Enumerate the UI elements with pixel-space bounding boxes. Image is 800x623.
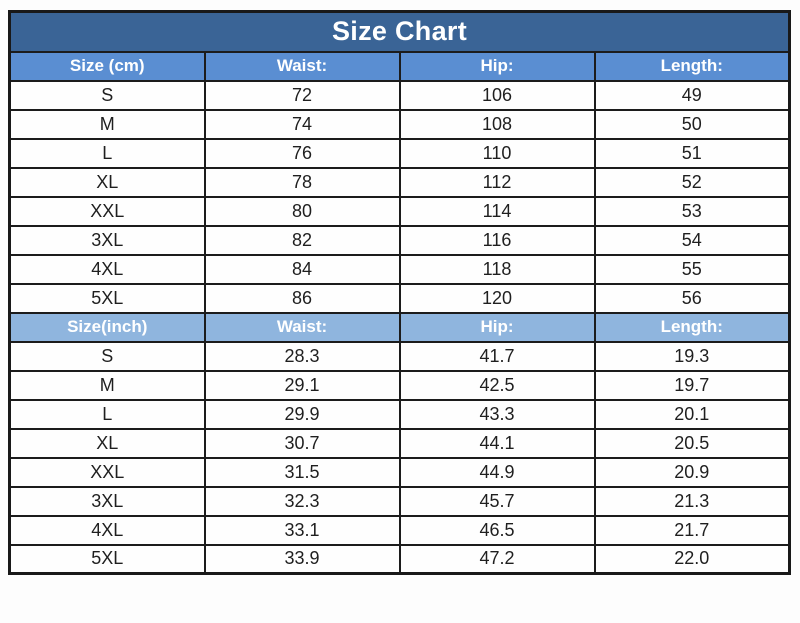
table-row: XXL 31.5 44.9 20.9: [8, 456, 791, 488]
cell-size: S: [8, 79, 206, 111]
cell-waist: 76: [203, 137, 401, 169]
cell-hip: 112: [398, 166, 596, 198]
cell-waist: 29.9: [203, 398, 401, 430]
cell-length: 50: [593, 108, 791, 140]
cell-length: 49: [593, 79, 791, 111]
table-row: 3XL 32.3 45.7 21.3: [8, 485, 791, 517]
cell-size: XL: [8, 166, 206, 198]
cell-length: 20.1: [593, 398, 791, 430]
cell-waist: 86: [203, 282, 401, 314]
cell-hip: 108: [398, 108, 596, 140]
size-chart-table: Size Chart Size (cm) Waist: Hip: Length: S 72…: [8, 10, 791, 575]
header-cell-length: Length:: [593, 50, 791, 82]
header-cell-length: Length:: [593, 311, 791, 343]
table-row: 4XL 33.1 46.5 21.7: [8, 514, 791, 546]
cell-waist: 31.5: [203, 456, 401, 488]
cell-size: 3XL: [8, 485, 206, 517]
cell-size: L: [8, 398, 206, 430]
cell-waist: 28.3: [203, 340, 401, 372]
cell-waist: 78: [203, 166, 401, 198]
cell-hip: 46.5: [398, 514, 596, 546]
table-row: 5XL 33.9 47.2 22.0: [8, 543, 791, 575]
table-row: M 74 108 50: [8, 108, 791, 140]
cell-length: 19.3: [593, 340, 791, 372]
cell-length: 53: [593, 195, 791, 227]
table-row: XL 30.7 44.1 20.5: [8, 427, 791, 459]
header-cell-hip: Hip:: [398, 311, 596, 343]
header-cell-size: Size(inch): [8, 311, 206, 343]
table-row: 3XL 82 116 54: [8, 224, 791, 256]
cell-length: 22.0: [593, 543, 791, 575]
cell-length: 54: [593, 224, 791, 256]
header-cell-hip: Hip:: [398, 50, 596, 82]
cell-size: 5XL: [8, 543, 206, 575]
cell-length: 20.9: [593, 456, 791, 488]
cell-size: L: [8, 137, 206, 169]
cell-waist: 82: [203, 224, 401, 256]
cell-hip: 43.3: [398, 398, 596, 430]
cell-length: 55: [593, 253, 791, 285]
cell-length: 20.5: [593, 427, 791, 459]
chart-title: Size Chart: [8, 10, 791, 53]
cell-length: 51: [593, 137, 791, 169]
cell-size: 4XL: [8, 514, 206, 546]
cell-waist: 84: [203, 253, 401, 285]
cell-size: M: [8, 369, 206, 401]
cell-size: 3XL: [8, 224, 206, 256]
cell-hip: 118: [398, 253, 596, 285]
cell-waist: 33.1: [203, 514, 401, 546]
cell-hip: 45.7: [398, 485, 596, 517]
table-row: XXL 80 114 53: [8, 195, 791, 227]
cell-length: 21.3: [593, 485, 791, 517]
table-row: 5XL 86 120 56: [8, 282, 791, 314]
cell-size: 4XL: [8, 253, 206, 285]
cell-size: XL: [8, 427, 206, 459]
table-row: L 29.9 43.3 20.1: [8, 398, 791, 430]
header-row-inch: Size(inch) Waist: Hip: Length:: [8, 311, 791, 343]
cell-length: 21.7: [593, 514, 791, 546]
cell-waist: 74: [203, 108, 401, 140]
cell-hip: 41.7: [398, 340, 596, 372]
cell-hip: 106: [398, 79, 596, 111]
cell-size: 5XL: [8, 282, 206, 314]
cell-hip: 114: [398, 195, 596, 227]
header-cell-waist: Waist:: [203, 50, 401, 82]
cell-hip: 44.9: [398, 456, 596, 488]
cell-hip: 116: [398, 224, 596, 256]
header-cell-waist: Waist:: [203, 311, 401, 343]
table-row: 4XL 84 118 55: [8, 253, 791, 285]
cell-waist: 32.3: [203, 485, 401, 517]
cell-size: XXL: [8, 456, 206, 488]
cell-hip: 110: [398, 137, 596, 169]
title-row: Size Chart: [8, 10, 791, 53]
cell-length: 56: [593, 282, 791, 314]
table-row: S 72 106 49: [8, 79, 791, 111]
table-row: S 28.3 41.7 19.3: [8, 340, 791, 372]
cell-hip: 44.1: [398, 427, 596, 459]
cell-length: 19.7: [593, 369, 791, 401]
cell-waist: 30.7: [203, 427, 401, 459]
header-row-cm: Size (cm) Waist: Hip: Length:: [8, 50, 791, 82]
table-body: Size (cm) Waist: Hip: Length: S 72 106 49 M 74 108…: [8, 50, 791, 575]
cell-size: XXL: [8, 195, 206, 227]
cell-waist: 29.1: [203, 369, 401, 401]
table-row: XL 78 112 52: [8, 166, 791, 198]
cell-length: 52: [593, 166, 791, 198]
cell-hip: 42.5: [398, 369, 596, 401]
cell-waist: 72: [203, 79, 401, 111]
cell-size: M: [8, 108, 206, 140]
table-row: L 76 110 51: [8, 137, 791, 169]
cell-hip: 47.2: [398, 543, 596, 575]
cell-waist: 80: [203, 195, 401, 227]
cell-waist: 33.9: [203, 543, 401, 575]
cell-size: S: [8, 340, 206, 372]
cell-hip: 120: [398, 282, 596, 314]
table-row: M 29.1 42.5 19.7: [8, 369, 791, 401]
header-cell-size: Size (cm): [8, 50, 206, 82]
